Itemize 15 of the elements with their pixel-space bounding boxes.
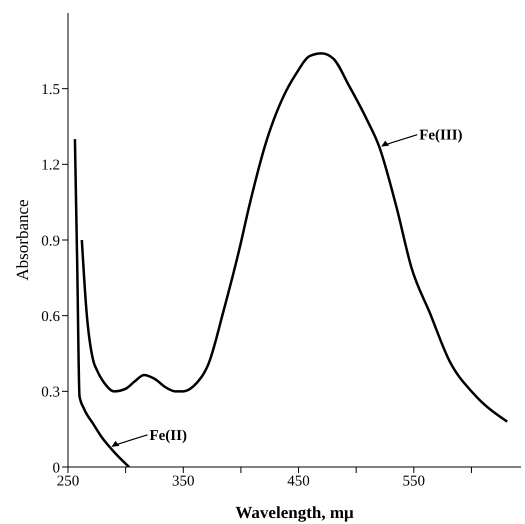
line-series — [80, 52, 508, 423]
x-axis-title: Wavelength, mμ — [235, 503, 354, 522]
y-tick-label: 1.5 — [41, 82, 60, 98]
y-axis-title: Absorbance — [13, 199, 32, 281]
y-tick-label: 0.3 — [41, 384, 60, 401]
x-tick-label: 250 — [56, 474, 80, 490]
x-tick-label: 350 — [172, 474, 195, 490]
y-tick-label: 0.6 — [41, 308, 60, 325]
annotation: Fe(II) — [149, 428, 187, 444]
y-tick-label: 0 — [52, 460, 60, 476]
y-tick-label: 0.9 — [41, 233, 60, 250]
annotation: Fe(III) — [419, 128, 463, 144]
x-tick-label: 450 — [287, 474, 310, 490]
y-tick-label: 1.2 — [41, 158, 60, 174]
x-tick-label: 550 — [402, 474, 426, 490]
